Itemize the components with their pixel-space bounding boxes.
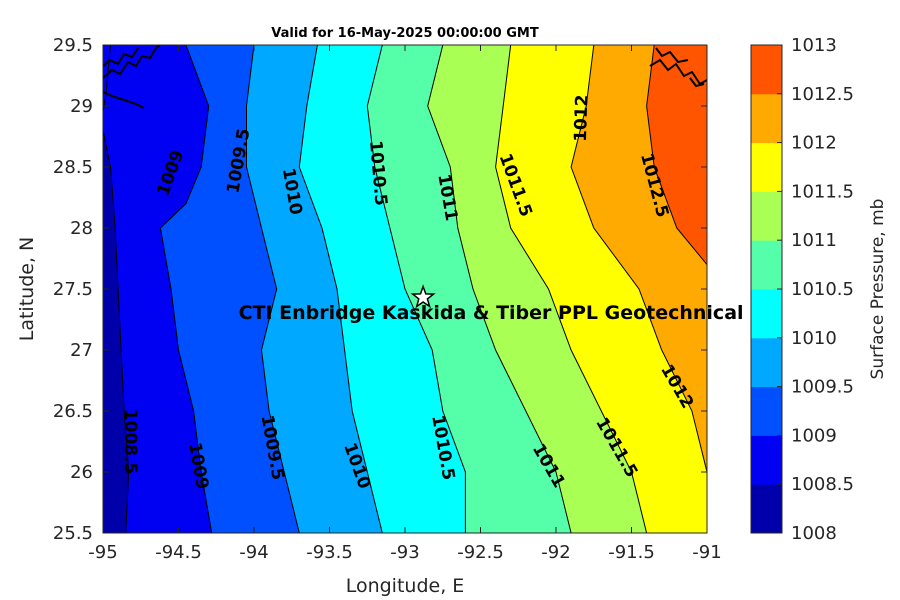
colorbar-swatch (751, 45, 782, 95)
colorbar-swatch (751, 484, 782, 534)
contour-line-1011.5 (495, 45, 648, 533)
x-tick-label: -93 (390, 542, 419, 563)
y-axis-ticks: 25.5 26 26.5 27 27.5 28 28.5 29 29.5 (53, 35, 707, 544)
coastline-segment (689, 77, 705, 88)
y-tick-label: 25.5 (53, 523, 93, 544)
colorbar-tick-label: 1012.5 (791, 84, 854, 105)
contour-line-1012.5 (646, 45, 707, 265)
contour-line-1010 (298, 45, 383, 533)
x-tick-label: -94 (239, 542, 268, 563)
colorbar-swatch (751, 289, 782, 339)
colorbar-tick-label: 1010.5 (791, 279, 854, 300)
x-tick-label: -92.5 (457, 542, 504, 563)
colorbar-swatch (751, 337, 782, 388)
x-axis-ticks: -95 -94.5 -94 -93.5 -93 -92.5 -92 -91.5 -91 (88, 45, 722, 563)
colorbar-swatch (751, 142, 782, 192)
colorbar-tick-label: 1011.5 (791, 181, 854, 202)
y-tick-label: 29 (70, 96, 93, 117)
x-tick-label: -92 (541, 542, 570, 563)
contour-label: 1012 (571, 94, 593, 142)
contour-label: 1008.5 (120, 409, 140, 475)
colorbar-label: Surface Pressure, mb (868, 199, 888, 380)
x-tick-label: -94.5 (155, 542, 202, 563)
y-tick-label: 29.5 (53, 35, 93, 56)
coastline-segment (655, 47, 689, 64)
x-tick-label: -93.5 (306, 542, 353, 563)
colorbar-swatch (751, 191, 782, 241)
colorbar-swatch (751, 93, 782, 144)
x-tick-label: -95 (88, 542, 117, 563)
site-marker-star (410, 284, 436, 309)
coastline-segment (649, 58, 707, 86)
colorbar-tick-label: 1008.5 (791, 474, 854, 495)
colorbar-tick-label: 1009 (791, 425, 837, 446)
band-1012.5 (646, 45, 707, 265)
colorbar-tick-label: 1013 (791, 35, 837, 56)
x-tick-label: -91 (692, 542, 721, 563)
y-tick-label: 28.5 (53, 157, 93, 178)
x-axis-label: Longitude, E (346, 575, 465, 597)
contour-lines (103, 45, 707, 533)
contour-line-1012 (570, 45, 707, 473)
contour-line-1009 (159, 45, 213, 533)
coastline-segment (103, 91, 145, 109)
y-tick-label: 28 (70, 218, 93, 239)
site-annotation: CTI Enbridge Kaskida & Tiber PPL Geotech… (239, 302, 744, 324)
chart-title: Valid for 16-May-2025 00:00:00 GMT (271, 26, 539, 41)
contour-line-1008.5 (103, 130, 130, 533)
coastline-segment (103, 45, 161, 79)
coastline (103, 45, 707, 109)
x-tick-label: -91.5 (608, 542, 655, 563)
colorbar-tick-label: 1012 (791, 133, 837, 154)
contour-line-1011 (427, 45, 572, 533)
y-tick-label: 27 (70, 340, 93, 361)
colorbar-swatch (751, 435, 782, 485)
colorbar-tick-label: 1008 (791, 523, 837, 544)
contour-line-1010.5 (366, 45, 466, 533)
colorbar-tick-label: 1011 (791, 230, 837, 251)
y-tick-label: 27.5 (53, 279, 93, 300)
colorbar-tick-label: 1009.5 (791, 377, 854, 398)
colorbar: 1008 1008.5 1009 1009.5 1010 1010.5 1011 1011.5… (750, 35, 854, 544)
colorbar-swatch (751, 386, 782, 436)
contour-line-1009.5 (246, 45, 300, 533)
colorbar-swatch (751, 240, 782, 290)
colorbar-tick-label: 1010 (791, 328, 837, 349)
y-tick-label: 26 (70, 462, 93, 483)
y-tick-label: 26.5 (53, 401, 93, 422)
y-axis-label: Latitude, N (16, 237, 38, 342)
